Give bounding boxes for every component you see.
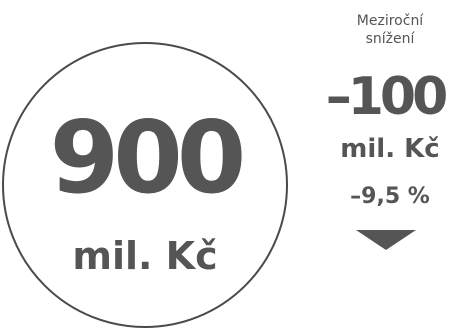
change-percent: –9,5 % xyxy=(350,184,430,209)
year-over-year-label-line1: Meziroční xyxy=(356,13,424,29)
main-value: 900 xyxy=(49,99,247,216)
down-triangle-icon xyxy=(356,230,416,250)
year-over-year-label: Meziroční snížení xyxy=(330,12,450,48)
change-unit: mil. Kč xyxy=(340,134,440,164)
year-over-year-label-line2: snížení xyxy=(365,31,415,47)
change-value: –100 xyxy=(325,67,449,127)
value-circle xyxy=(2,42,288,328)
main-value-unit: mil. Kč xyxy=(72,234,218,278)
